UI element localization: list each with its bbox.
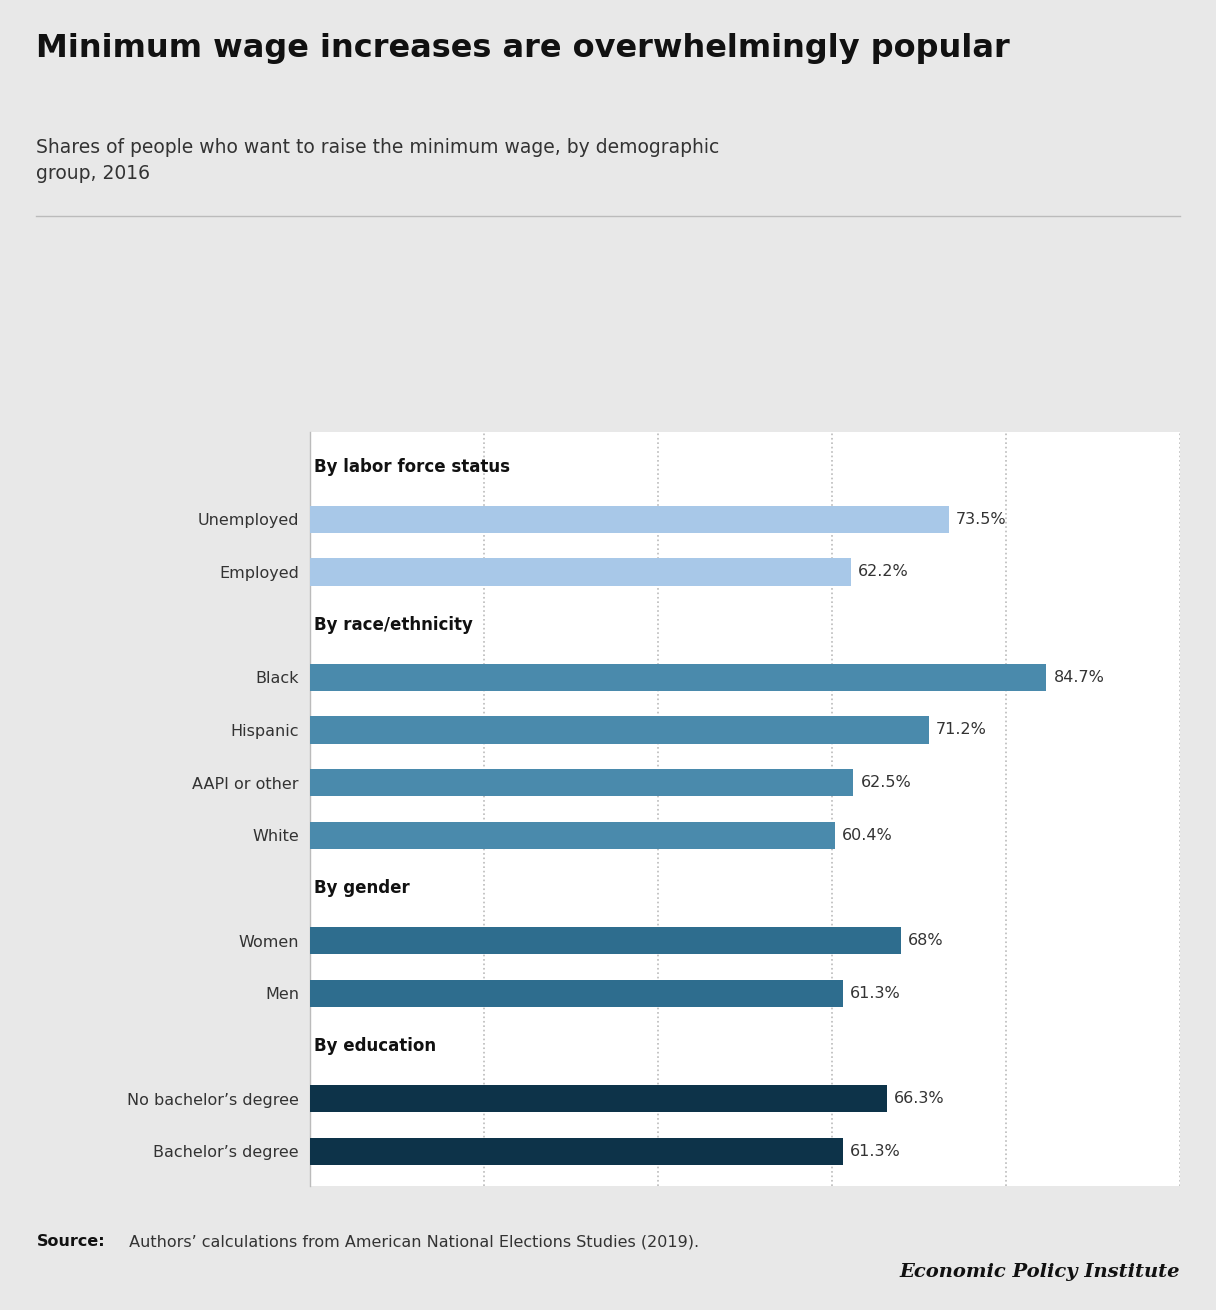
Bar xyxy=(310,1085,886,1112)
Bar xyxy=(310,717,929,744)
Text: By gender: By gender xyxy=(315,879,410,897)
Text: Minimum wage increases are overwhelmingly popular: Minimum wage increases are overwhelmingl… xyxy=(36,33,1010,64)
Bar xyxy=(310,1137,843,1165)
Text: 62.2%: 62.2% xyxy=(857,565,908,579)
Text: 71.2%: 71.2% xyxy=(936,722,987,738)
Text: Shares of people who want to raise the minimum wage, by demographic
group, 2016: Shares of people who want to raise the m… xyxy=(36,138,720,183)
Text: Authors’ calculations from American National Elections Studies (2019).: Authors’ calculations from American Nati… xyxy=(124,1234,699,1248)
Bar xyxy=(310,664,1047,690)
Text: 66.3%: 66.3% xyxy=(894,1091,944,1106)
Text: 84.7%: 84.7% xyxy=(1053,669,1104,685)
Text: 62.5%: 62.5% xyxy=(861,776,911,790)
Bar xyxy=(310,506,950,533)
Text: By education: By education xyxy=(315,1038,437,1055)
Text: 60.4%: 60.4% xyxy=(843,828,893,842)
Bar xyxy=(310,927,901,954)
Text: Economic Policy Institute: Economic Policy Institute xyxy=(899,1263,1180,1281)
Text: 73.5%: 73.5% xyxy=(956,512,1007,527)
Bar xyxy=(310,769,854,796)
Bar xyxy=(310,558,851,586)
Text: 68%: 68% xyxy=(908,933,944,948)
Text: 61.3%: 61.3% xyxy=(850,1144,901,1159)
Text: Source:: Source: xyxy=(36,1234,105,1248)
Text: 61.3%: 61.3% xyxy=(850,986,901,1001)
Bar xyxy=(310,821,835,849)
Text: By labor force status: By labor force status xyxy=(315,457,511,476)
Bar xyxy=(310,980,843,1007)
Text: By race/ethnicity: By race/ethnicity xyxy=(315,616,473,634)
